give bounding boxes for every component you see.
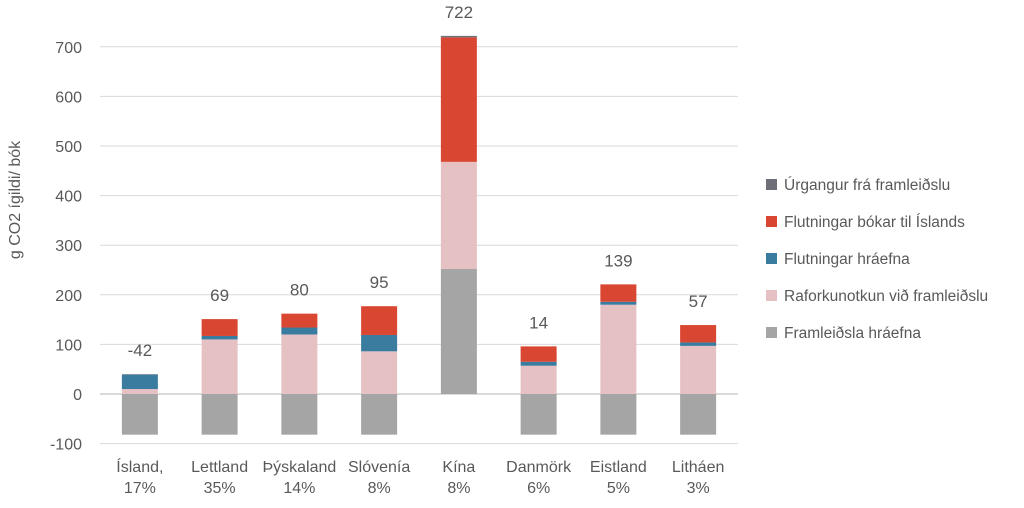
legend-swatch [766,290,777,301]
x-tick-label: 6% [527,480,550,497]
bar-segment [201,394,238,435]
x-tick-label: 14% [283,480,315,497]
x-tick-label: 8% [368,480,391,497]
bar-segment [680,342,717,346]
bar-segment [361,351,398,394]
bar-segment [121,389,158,394]
legend-swatch [766,216,777,227]
bar-segment [201,335,238,340]
x-tick-label: Danmörk [506,459,572,476]
legend-label: Framleiðsla hráefna [784,325,921,342]
legend-swatch [766,253,777,264]
legend-swatch [766,327,777,338]
x-tick-label: 3% [687,480,710,497]
legend-label: Úrgangur frá framleiðslu [784,177,950,194]
bar-segment [440,269,477,394]
total-label: 95 [370,273,389,292]
x-tick-label: 35% [204,480,236,497]
total-label: 69 [210,286,229,305]
bar-segment [600,394,637,435]
total-label: 722 [445,3,473,22]
legend-label: Raforkunotkun við framleiðslu [784,288,988,305]
bar-segment [680,394,717,435]
x-tick-label: 8% [447,480,470,497]
bar-segment [440,35,477,38]
bar-segment [281,394,318,435]
bar-segment [440,37,477,162]
total-label: -42 [128,341,153,360]
x-tick-label: Lettland [191,459,248,476]
bar-segment [281,327,318,335]
total-label: 14 [529,313,548,332]
bar-segment [600,304,637,394]
bar-segment [440,161,477,270]
bar-segment [520,365,557,394]
y-tick-label: 600 [55,89,82,106]
bar-segment [361,394,398,435]
total-label: 80 [290,281,309,300]
x-tick-label: 5% [607,480,630,497]
legend-label: Flutningar bókar til Íslands [784,214,965,231]
y-tick-label: 200 [55,288,82,305]
bar-segment [201,319,238,336]
bar-segment [520,346,557,362]
y-tick-label: 500 [55,139,82,156]
y-tick-label: 300 [55,238,82,255]
bar-segment [361,306,398,335]
bar-segment [121,394,158,435]
bar-segment [520,394,557,435]
x-tick-label: Litháen [672,459,725,476]
bar-segment [600,301,637,305]
y-tick-label: -100 [50,437,82,454]
x-tick-label: Eistland [590,459,647,476]
legend-swatch [766,179,777,190]
x-tick-label: Ísland, [116,457,163,476]
y-tick-label: 0 [73,387,82,404]
bar-segment [600,284,637,302]
total-label: 139 [604,251,632,270]
x-tick-label: Slóvenía [348,459,410,476]
x-tick-label: Kína [442,459,475,476]
bar-segment [281,313,318,328]
bar-segment [680,325,717,343]
legend-label: Flutningar hráefna [784,251,910,268]
bar-segment [361,334,398,352]
bar-segment [680,345,717,394]
bar-segment [121,374,158,390]
bar-segment [281,334,318,394]
bar-segment [520,361,557,366]
y-tick-label: 700 [55,40,82,57]
y-tick-label: 100 [55,337,82,354]
x-tick-label: Þýskaland [262,459,336,476]
x-tick-label: 17% [124,480,156,497]
bar-segment [201,339,238,394]
y-axis-label: g CO2 ígildi/ bók [7,140,24,259]
y-tick-label: 400 [55,189,82,206]
total-label: 57 [689,292,708,311]
